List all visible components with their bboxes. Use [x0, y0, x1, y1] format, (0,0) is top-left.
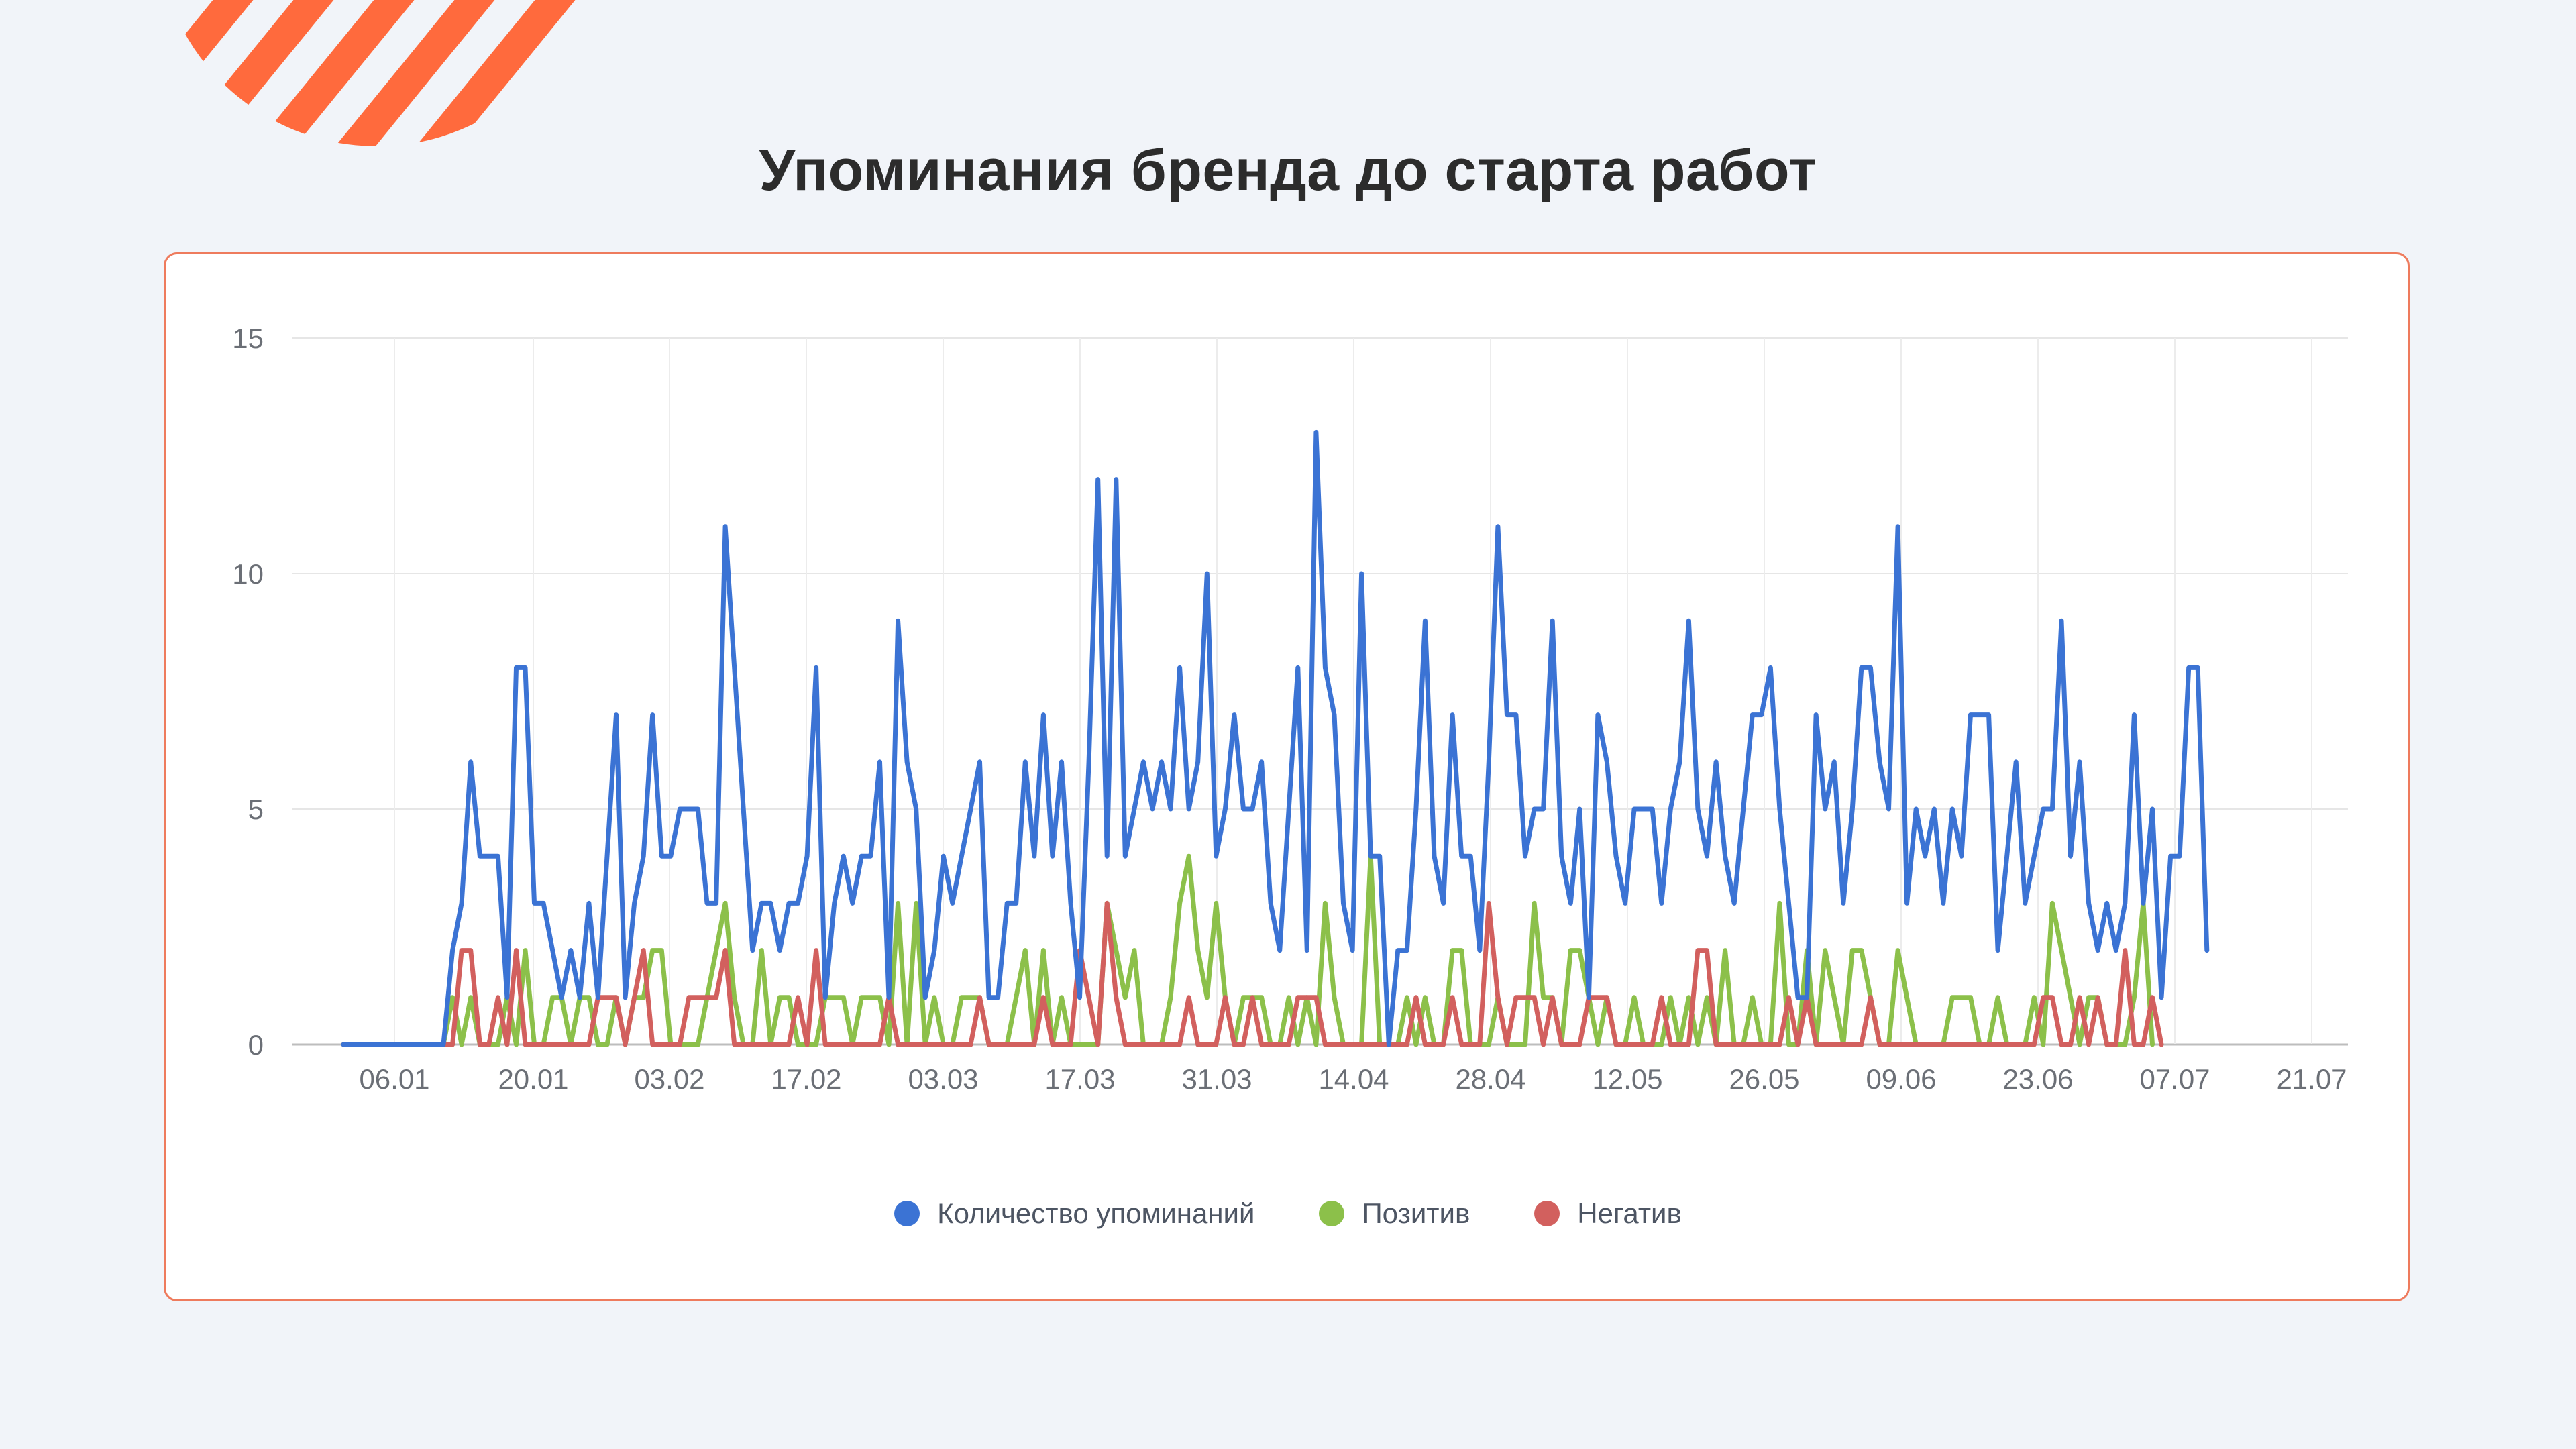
- y-tick-label: 0: [248, 1029, 264, 1061]
- x-tick-label: 20.01: [498, 1063, 568, 1095]
- x-tick-label: 09.06: [1866, 1063, 1936, 1095]
- legend-marker-positive: [1319, 1201, 1344, 1226]
- x-tick-label: 12.05: [1592, 1063, 1662, 1095]
- x-tick-label: 26.05: [1729, 1063, 1799, 1095]
- y-tick-label: 15: [232, 323, 264, 354]
- legend-item-positive[interactable]: Позитив: [1319, 1197, 1470, 1230]
- legend-label-mentions: Количество упоминаний: [937, 1197, 1254, 1230]
- x-tick-label: 17.02: [771, 1063, 841, 1095]
- x-tick-label: 31.03: [1181, 1063, 1252, 1095]
- legend-label-negative: Негатив: [1577, 1197, 1682, 1230]
- x-tick-label: 21.07: [2276, 1063, 2347, 1095]
- legend-item-negative: Негатив: [1534, 1197, 1682, 1230]
- x-tick-label: 28.04: [1455, 1063, 1525, 1095]
- legend-marker-mentions: [894, 1201, 920, 1226]
- x-tick-label: 06.01: [359, 1063, 429, 1095]
- y-axis-labels: 0 5 10 15: [232, 323, 264, 1061]
- legend-marker-negative: [1534, 1201, 1560, 1226]
- x-tick-label: 07.07: [2139, 1063, 2210, 1095]
- legend-label-positive: Позитив: [1362, 1197, 1470, 1230]
- series-lines: [343, 432, 2207, 1044]
- y-tick-label: 5: [248, 794, 264, 825]
- x-tick-label: 03.03: [908, 1063, 978, 1095]
- x-tick-label: 23.06: [2002, 1063, 2073, 1095]
- chart-legend: Количество упоминаний Позитив Негатив: [0, 1197, 2576, 1230]
- y-tick-label: 10: [232, 558, 264, 590]
- series-line-mentions: [343, 432, 2207, 1044]
- x-tick-label: 03.02: [634, 1063, 704, 1095]
- legend-item-mentions[interactable]: Количество упоминаний: [894, 1197, 1254, 1230]
- x-tick-label: 17.03: [1044, 1063, 1115, 1095]
- x-tick-label: 14.04: [1318, 1063, 1389, 1095]
- x-axis-labels: 06.01 20.01 03.02 17.02 03.03 17.03 31.03 14.04…: [359, 1063, 2347, 1095]
